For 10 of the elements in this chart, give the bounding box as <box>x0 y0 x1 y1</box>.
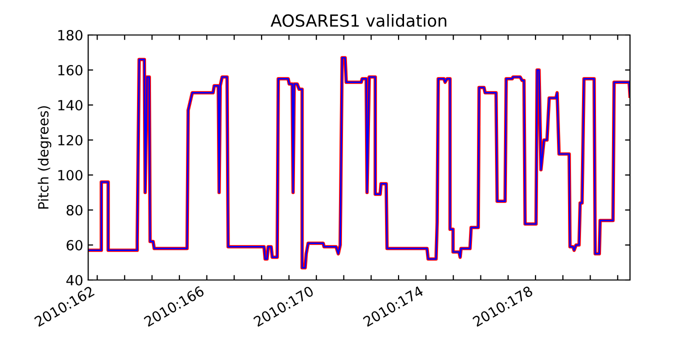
y-tick-label: 60 <box>66 240 82 250</box>
chart-title: AOSARES1 validation <box>270 14 446 27</box>
y-tick-label: 80 <box>66 204 82 216</box>
y-tick-label: 180 <box>58 30 82 40</box>
y-tick-label: 100 <box>58 170 82 180</box>
y-tick-label: 40 <box>66 274 82 286</box>
y-tick-label: 120 <box>58 134 82 146</box>
y-tick-label: 140 <box>58 100 82 110</box>
y-tick-label: 160 <box>58 64 82 76</box>
y-axis-title: Pitch (degrees) <box>38 106 52 209</box>
